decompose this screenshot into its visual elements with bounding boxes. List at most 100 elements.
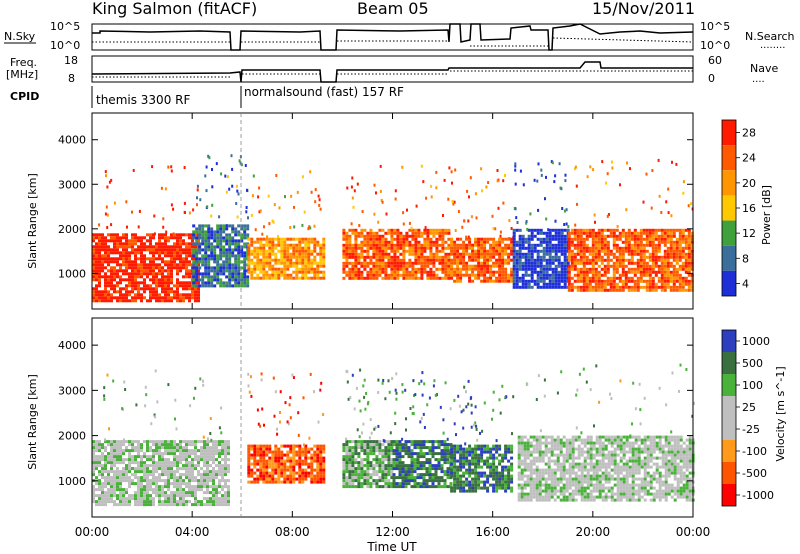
echo-cell (390, 470, 394, 474)
echo-cell (645, 237, 649, 241)
echo-cell (530, 255, 534, 259)
echo-cell (194, 476, 197, 480)
echo-cell (152, 452, 155, 456)
echo-cell (122, 287, 125, 291)
echo-cell (225, 236, 229, 240)
echo-cell (227, 467, 230, 471)
echo-cell (227, 503, 230, 507)
echo-cell (149, 485, 152, 489)
echo-cell (216, 266, 220, 270)
echo-cell (521, 234, 525, 238)
echo-cell (146, 233, 149, 237)
echo-cell (642, 264, 646, 268)
echo-cell (131, 233, 134, 237)
echo-cell (504, 273, 508, 277)
echo-cell (524, 246, 528, 250)
echo-cell (518, 279, 522, 283)
echo-cell (594, 220, 596, 224)
echo-cell (304, 450, 308, 454)
echo-cell (146, 479, 149, 483)
echo-cell (176, 479, 179, 483)
echo-cell (554, 249, 558, 253)
echo-cell (140, 260, 143, 264)
echo-cell (375, 443, 379, 447)
echo-cell (206, 455, 209, 459)
echo-cell (185, 467, 188, 471)
echo-cell (106, 373, 109, 377)
echo-cell (690, 246, 694, 250)
echo-cell (304, 249, 308, 253)
echo-cell (405, 264, 409, 268)
echo-cell (277, 468, 281, 472)
echo-cell (119, 470, 122, 474)
echo-cell (360, 273, 364, 277)
echo-cell (268, 237, 272, 241)
echo-cell (274, 459, 278, 463)
echo-cell (209, 500, 212, 504)
echo-cell (128, 242, 131, 246)
echo-cell (262, 252, 266, 256)
echo-cell (539, 270, 543, 274)
echo-cell (173, 485, 176, 489)
echo-cell (489, 273, 493, 277)
echo-cell (173, 464, 176, 468)
echo-cell (149, 251, 152, 255)
echo-cell (164, 233, 167, 237)
echo-cell (295, 261, 299, 265)
echo-cell (678, 273, 682, 277)
echo-cell (212, 467, 215, 471)
echo-cell (401, 446, 405, 450)
echo-cell (498, 252, 502, 256)
echo-cell (357, 479, 361, 483)
echo-cell (116, 449, 119, 453)
cpid-label: CPID (10, 90, 39, 103)
noise-search-line (92, 37, 694, 47)
echo-cell (393, 258, 397, 262)
echo-cell (366, 231, 370, 235)
echo-cell (606, 243, 610, 247)
echo-cell (557, 255, 561, 259)
echo-cell (690, 249, 694, 253)
echo-cell (369, 246, 373, 250)
echo-cell (116, 455, 119, 459)
echo-cell (684, 264, 688, 268)
echo-cell (585, 237, 589, 241)
echo-cell (536, 282, 540, 286)
echo-cell (149, 500, 152, 504)
echo-cell (579, 261, 583, 265)
echo-cell (301, 237, 305, 241)
echo-cell (395, 485, 399, 489)
echo-cell (423, 264, 427, 268)
echo-cell (237, 251, 241, 255)
echo-cell (489, 243, 493, 247)
echo-cell (633, 228, 637, 232)
echo-cell (594, 240, 598, 244)
beam-title: Beam 05 (357, 0, 429, 18)
echo-cell (206, 467, 209, 471)
echo-cell (480, 273, 484, 277)
echo-cell (648, 231, 652, 235)
echo-cell (119, 446, 122, 450)
echo-cell (207, 254, 211, 258)
echo-cell (672, 285, 676, 289)
echo-cell (250, 240, 254, 244)
echo-cell (289, 276, 293, 280)
echo-cell (98, 488, 101, 492)
echo-cell (247, 450, 251, 454)
echo-cell (666, 258, 670, 262)
echo-cell (681, 285, 685, 289)
echo-cell (660, 264, 664, 268)
echo-cell (504, 249, 508, 253)
echo-cell (462, 258, 466, 262)
echo-cell (672, 273, 676, 277)
echo-cell (354, 470, 358, 474)
echo-cell (209, 491, 212, 495)
echo-cell (396, 243, 400, 247)
echo-cell (594, 252, 598, 256)
echo-cell (110, 446, 113, 450)
echo-cell (253, 453, 257, 457)
echo-cell (639, 252, 643, 256)
echo-cell (204, 254, 208, 258)
echo-cell (224, 497, 227, 501)
echo-cell (351, 452, 355, 456)
